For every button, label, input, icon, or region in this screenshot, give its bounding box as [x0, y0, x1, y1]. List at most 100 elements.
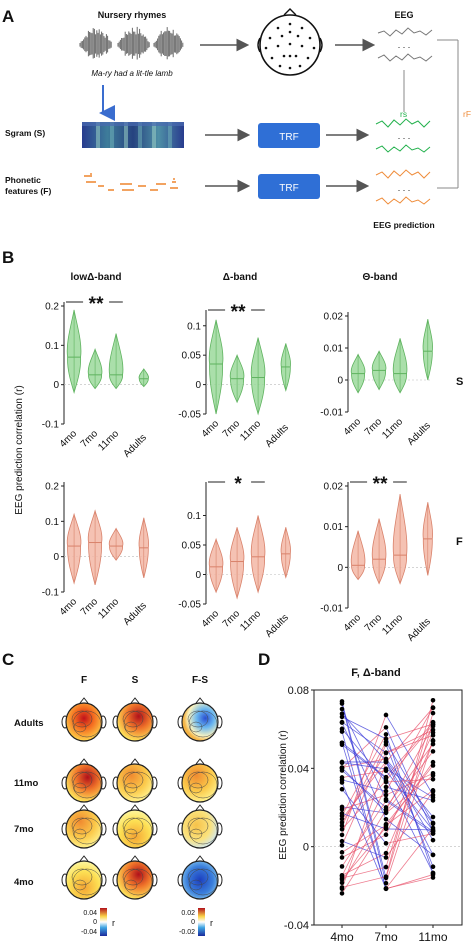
eeg-prediction-label: EEG prediction: [373, 220, 434, 230]
topo-row-label-4mo: 4mo: [14, 877, 34, 888]
y-tick-label: 0.08: [288, 685, 309, 697]
panel-letter-d: D: [258, 650, 270, 669]
y-tick-label: -0.05: [178, 410, 201, 421]
subject-lines: [341, 700, 434, 894]
panel-letter-c: C: [2, 650, 14, 669]
topomap-3-1: [112, 855, 158, 900]
x-tick-label: 11mo: [238, 418, 263, 443]
y-tick-label: 0.05: [182, 351, 202, 362]
nursery-title: Nursery rhymes: [98, 10, 167, 20]
rs-label: rs: [400, 109, 407, 119]
sgram-label: Sgram (S): [5, 128, 45, 138]
panel-d-title: F, Δ-band: [351, 667, 400, 679]
panel-letter-b: B: [2, 248, 14, 267]
y-tick-label: -0.05: [178, 600, 201, 611]
x-tick-label: Adults: [263, 422, 290, 449]
y-tick-label: -0.1: [42, 588, 60, 599]
svg-text:0.04: 0.04: [83, 910, 97, 917]
topomap-2-2: [177, 804, 223, 849]
band-title-delta: Δ-band: [223, 272, 257, 283]
trf-box-s: [258, 123, 320, 148]
trf-label-s: TRF: [279, 132, 298, 143]
y-tick-label: -0.1: [42, 420, 60, 431]
phonetic-label-1: Phonetic: [5, 175, 41, 185]
y-tick-label: 0: [337, 376, 343, 387]
topomap-1-0: [61, 758, 107, 803]
x-tick-label: 4mo: [200, 608, 222, 630]
x-tick-label: 11mo: [418, 930, 447, 942]
topo-col-label-fs: F-S: [192, 675, 208, 686]
significance-mark: **: [373, 474, 388, 495]
x-tick-label: 4mo: [342, 416, 364, 438]
paired-line-plot: 0.08 0.04 0 -0.04 4mo 7mo 11mo: [284, 685, 463, 942]
y-tick-label: 0.01: [324, 344, 344, 355]
svg-text:. . .: . . .: [398, 131, 411, 141]
band-title-theta: Θ-band: [363, 272, 398, 283]
y-tick-label: 0.1: [45, 517, 59, 528]
topomap-3-0: [61, 855, 107, 900]
topo-col-label-s: S: [132, 675, 139, 686]
panel-b-y-axis-label: EEG prediction correlation (r): [14, 385, 25, 515]
topo-row-label-adults: Adults: [14, 718, 44, 729]
y-tick-label: 0: [53, 552, 59, 563]
panel-letter-a: A: [2, 7, 14, 26]
spectrogram-bands: [82, 122, 184, 148]
y-tick-label: 0: [303, 842, 309, 854]
y-tick-label: 0.2: [45, 302, 59, 313]
eeg-prediction-s: . . .: [375, 118, 431, 153]
significance-mark: *: [234, 474, 242, 495]
y-tick-label: 0.1: [187, 321, 201, 332]
svg-text:r: r: [210, 918, 213, 928]
plot-frame: [313, 689, 463, 926]
svg-text:r: r: [112, 918, 115, 928]
significance-mark: **: [89, 294, 104, 315]
significance-mark: **: [231, 302, 246, 323]
y-tick-label: -0.04: [284, 920, 309, 932]
x-tick-label: 11mo: [238, 608, 263, 633]
eeg-label: EEG: [394, 10, 413, 20]
svg-text:-0.04: -0.04: [81, 929, 97, 936]
x-tick-label: 4mo: [330, 930, 354, 942]
panel-d-y-axis-label: EEG prediction correlation (r): [278, 730, 289, 860]
x-tick-label: Adults: [121, 600, 148, 627]
trf-box-f: [258, 174, 320, 199]
x-tick-label: 4mo: [342, 612, 364, 634]
topomap-0-1: [112, 697, 158, 742]
y-tick-label: 0: [195, 380, 201, 391]
svg-text:0: 0: [191, 919, 195, 926]
colorbar-left: 0.04 0 -0.04 r: [81, 908, 115, 936]
row-label-s: S: [456, 376, 463, 388]
audio-waveform: [79, 26, 184, 60]
band-title-lowdelta: lowΔ-band: [70, 272, 121, 283]
eeg-prediction-f: . . .: [375, 169, 431, 205]
x-tick-label: 4mo: [58, 596, 80, 618]
y-tick-label: 0.02: [324, 482, 344, 493]
svg-text:0.02: 0.02: [181, 910, 195, 917]
y-tick-label: 0.2: [45, 482, 59, 493]
y-tick-label: 0.1: [45, 341, 59, 352]
topo-row-label-11mo: 11mo: [14, 778, 38, 789]
y-tick-label: 0.1: [187, 511, 201, 522]
eeg-traces: . . .: [377, 27, 433, 62]
topomap-1-2: [177, 758, 223, 803]
y-tick-label: -0.01: [320, 408, 343, 419]
x-tick-label: 11mo: [380, 416, 405, 441]
y-tick-label: -0.01: [320, 604, 343, 615]
topomap-0-2: [177, 697, 223, 742]
x-tick-label: 7mo: [374, 930, 398, 942]
correlation-connectors: [403, 39, 459, 189]
topo-row-label-7mo: 7mo: [14, 824, 34, 835]
eeg-head-icon: [257, 8, 323, 76]
x-tick-label: 4mo: [58, 428, 80, 450]
svg-text:. . .: . . .: [398, 40, 411, 50]
y-tick-label: 0.05: [182, 541, 202, 552]
topographic-maps: [61, 697, 223, 900]
y-tick-label: 0: [337, 563, 343, 574]
row-label-f: F: [456, 536, 463, 548]
topo-col-label-f: F: [81, 675, 87, 686]
